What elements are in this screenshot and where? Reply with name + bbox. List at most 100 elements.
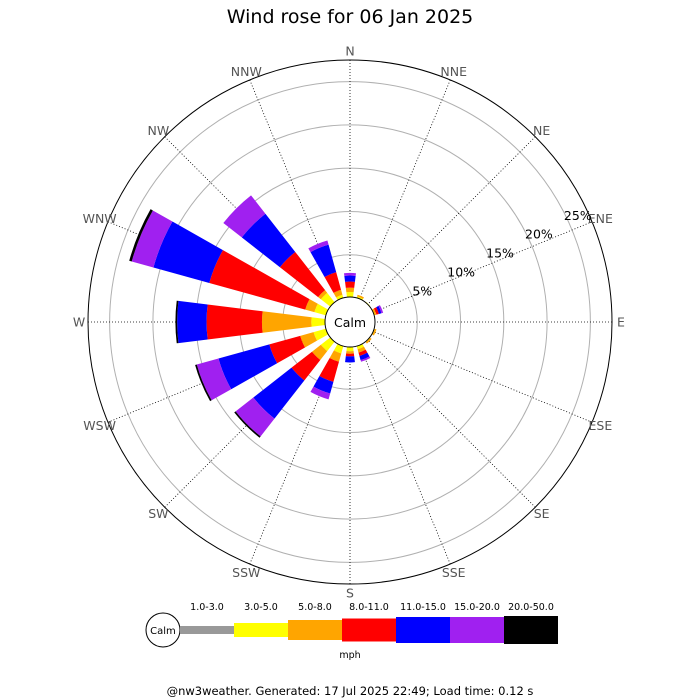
bar-w-8.0-11.0	[206, 304, 263, 340]
bar-nw-15.0-20.0	[223, 195, 266, 238]
direction-label-ne: NE	[533, 123, 550, 138]
bar-sw-20.0-50.0	[234, 411, 261, 438]
speed-legend: Calm 1.0-3.0 3.0-5.0 5.0-8.0 8.0-11.0 11.0-15…	[145, 602, 558, 661]
ring-label-10: 10%	[447, 265, 475, 280]
bar-n-15.0-20.0	[344, 272, 356, 276]
bar-ene-8.0-11.0	[373, 307, 379, 315]
bar-ene-5.0-8.0	[372, 308, 377, 316]
direction-label-se: SE	[534, 506, 550, 521]
legend-label-5.0-8.0: 5.0-8.0	[298, 602, 332, 613]
direction-label-wsw: WSW	[83, 418, 116, 433]
wind-bars	[129, 195, 384, 438]
bar-wsw-11.0-15.0	[218, 344, 278, 390]
legend-swatch-11.0-15.0	[396, 617, 450, 643]
bar-wsw-5.0-8.0	[300, 332, 318, 348]
bar-nnw-11.0-15.0	[310, 244, 337, 278]
direction-label-sse: SSE	[442, 565, 466, 580]
direction-label-sw: SW	[148, 506, 168, 521]
bar-se-5.0-8.0	[365, 337, 372, 344]
spoke-se	[366, 338, 536, 508]
legend-label-20.0-50.0: 20.0-50.0	[508, 602, 554, 613]
legend-label-8.0-11.0: 8.0-11.0	[349, 602, 389, 613]
bar-ssw-15.0-20.0	[310, 386, 331, 400]
bar-nnw-3.0-5.0	[336, 294, 344, 302]
direction-label-ssw: SSW	[232, 565, 260, 580]
calm-label: Calm	[334, 315, 366, 330]
bar-w-3.0-5.0	[311, 317, 327, 327]
spoke-nne	[358, 79, 451, 300]
bar-nnw-8.0-11.0	[324, 272, 342, 293]
bar-sw-8.0-11.0	[291, 351, 321, 381]
bar-wnw-11.0-15.0	[153, 221, 223, 283]
direction-labels: N NNE NE ENE E ESE SE SSE S SSW SW WSW W WNW NW NNW	[73, 44, 625, 601]
footer-text: @nw3weather. Generated: 17 Jul 2025 22:4…	[166, 684, 534, 698]
legend-label-11.0-15.0: 11.0-15.0	[400, 602, 446, 613]
legend-swatch-20.0-50.0	[504, 616, 558, 644]
bar-sw-5.0-8.0	[311, 344, 328, 361]
bar-wnw-15.0-20.0	[131, 210, 173, 268]
direction-label-wnw: WNW	[83, 211, 117, 226]
bar-sse-15.0-20.0	[360, 356, 371, 362]
bar-wsw-15.0-20.0	[196, 358, 232, 401]
bar-s-5.0-8.0	[346, 350, 354, 354]
bar-s-8.0-11.0	[345, 353, 355, 357]
bar-wnw-8.0-11.0	[209, 250, 310, 310]
ring-label-20: 20%	[525, 227, 553, 242]
direction-label-e: E	[617, 315, 625, 330]
bar-wsw-8.0-11.0	[269, 335, 306, 364]
legend-swatch-8.0-11.0	[342, 618, 396, 642]
legend-label-3.0-5.0: 3.0-5.0	[244, 602, 278, 613]
legend-label-15.0-20.0: 15.0-20.0	[454, 602, 500, 613]
bar-wnw-20.0-50.0	[129, 209, 153, 262]
bar-nw-8.0-11.0	[279, 251, 326, 298]
bar-w-11.0-15.0	[177, 300, 208, 344]
bar-wnw-5.0-8.0	[305, 299, 318, 313]
bar-nw-5.0-8.0	[318, 290, 328, 300]
ring-percent-labels: 5% 10% 15% 20% 25%	[412, 208, 592, 299]
direction-label-nw: NW	[148, 123, 170, 138]
legend-calm-label: Calm	[150, 626, 176, 637]
bar-sw-3.0-5.0	[320, 336, 336, 352]
bar-ssw-11.0-15.0	[313, 376, 334, 394]
bar-nw-3.0-5.0	[320, 292, 336, 308]
bar-n-11.0-15.0	[344, 275, 356, 282]
bar-ene-11.0-15.0	[376, 305, 382, 314]
direction-label-n: N	[345, 44, 354, 59]
direction-label-nne: NNE	[440, 64, 467, 79]
bar-nnw-5.0-8.0	[333, 289, 343, 298]
calm-center: Calm	[324, 296, 376, 348]
spoke-ne	[366, 136, 536, 306]
bar-ssw-8.0-11.0	[319, 357, 339, 382]
legend-swatch-15.0-20.0	[450, 617, 504, 643]
direction-label-w: W	[73, 315, 85, 330]
legend-units: mph	[339, 650, 360, 661]
spoke-ese	[372, 330, 593, 423]
bar-sse-5.0-8.0	[357, 346, 366, 353]
bar-nne-5.0-8.0	[357, 294, 364, 299]
spoke-sse	[358, 344, 451, 565]
legend-swatch-3.0-5.0	[234, 623, 288, 637]
bar-ssw-5.0-8.0	[329, 350, 342, 362]
bar-wsw-20.0-50.0	[195, 364, 212, 402]
bar-ese-5.0-8.0	[372, 328, 377, 336]
bar-w-5.0-8.0	[261, 311, 312, 333]
bar-wsw-3.0-5.0	[313, 328, 330, 341]
bar-s-11.0-15.0	[345, 356, 355, 363]
bar-sse-11.0-15.0	[359, 352, 370, 361]
bar-sse-8.0-11.0	[358, 349, 368, 356]
bar-nnw-15.0-20.0	[308, 240, 329, 253]
direction-label-ese: ESE	[589, 418, 613, 433]
bar-sw-15.0-20.0	[235, 397, 275, 437]
spoke-ene	[372, 221, 593, 314]
legend-swatch-1.0-3.0	[180, 626, 234, 634]
bar-w-20.0-50.0	[175, 300, 179, 344]
direction-label-nnw: NNW	[231, 64, 262, 79]
bar-sw-11.0-15.0	[253, 367, 305, 419]
bar-wnw-3.0-5.0	[314, 303, 330, 316]
bar-ene-15.0-20.0	[378, 305, 384, 314]
ring-label-15: 15%	[486, 246, 514, 261]
ring-4	[152, 124, 548, 520]
bar-nw-11.0-15.0	[241, 213, 296, 268]
ring-label-25: 25%	[564, 208, 592, 223]
